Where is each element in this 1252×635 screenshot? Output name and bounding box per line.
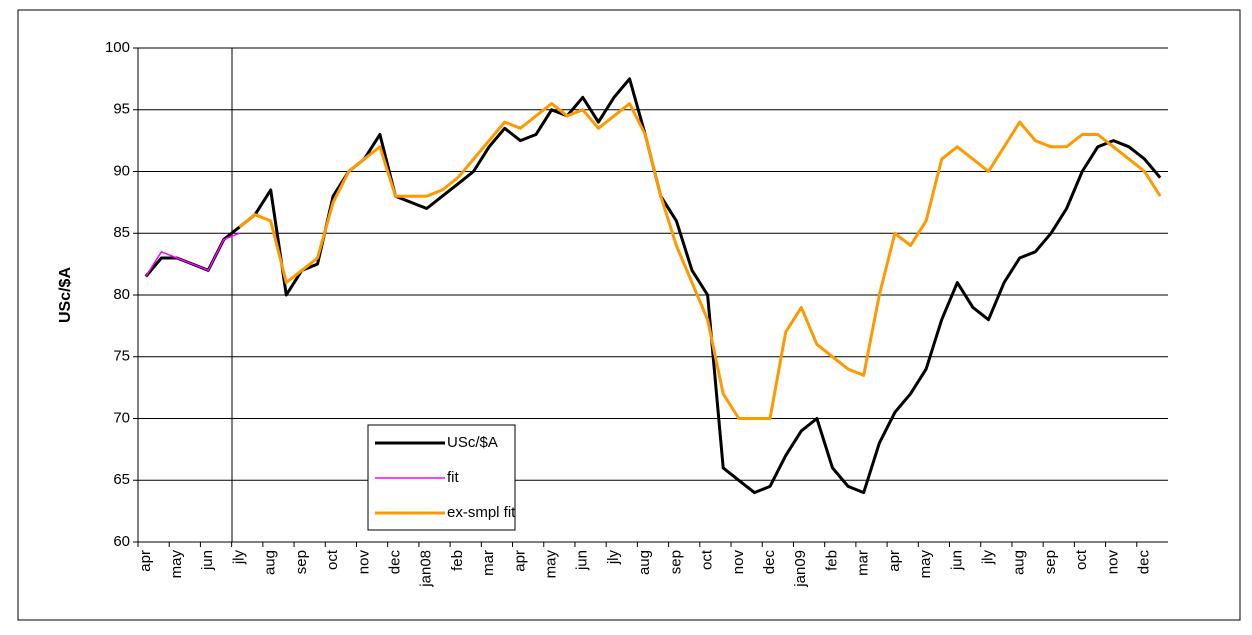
y-tick-label: 75 xyxy=(113,348,130,365)
x-tick-label: aug xyxy=(262,550,279,575)
y-tick-label: 60 xyxy=(113,533,130,550)
x-tick-label: dec xyxy=(761,550,778,575)
x-tick-label: may xyxy=(543,550,560,579)
legend-label: fit xyxy=(447,469,460,486)
x-tick-label: oct xyxy=(699,549,716,570)
y-tick-label: 100 xyxy=(105,39,130,56)
x-tick-label: jly xyxy=(979,550,996,566)
x-tick-label: mar xyxy=(480,550,497,576)
legend-label: USc/$A xyxy=(447,434,498,451)
x-tick-label: feb xyxy=(449,550,466,571)
x-tick-label: apr xyxy=(137,550,154,572)
y-tick-label: 70 xyxy=(113,409,130,426)
y-tick-label: 65 xyxy=(113,471,130,488)
chart-frame xyxy=(17,9,1241,621)
y-tick-label: 80 xyxy=(113,286,130,303)
x-tick-label: oct xyxy=(1073,549,1090,570)
x-tick-label: nov xyxy=(730,550,747,575)
x-tick-label: dec xyxy=(1136,550,1153,575)
series-line xyxy=(145,232,240,277)
y-tick-label: 85 xyxy=(113,224,130,241)
x-tick-label: sep xyxy=(293,550,310,574)
series-line xyxy=(238,102,1162,420)
x-tick-label: feb xyxy=(823,550,840,571)
x-tick-label: jun xyxy=(948,550,965,571)
x-tick-label: mar xyxy=(855,550,872,576)
legend-label: ex-smpl fit xyxy=(447,504,516,521)
x-tick-label: oct xyxy=(324,549,341,570)
x-tick-label: jun xyxy=(574,550,591,571)
x-tick-label: may xyxy=(917,550,934,579)
y-tick-label: 95 xyxy=(113,101,130,118)
y-tick-label: 90 xyxy=(113,162,130,179)
x-tick-label: jan08 xyxy=(418,550,435,588)
x-tick-label: jun xyxy=(199,550,216,571)
x-tick-label: aug xyxy=(636,550,653,575)
x-tick-label: aug xyxy=(1011,550,1028,575)
x-tick-label: jly xyxy=(605,550,622,566)
x-tick-label: sep xyxy=(667,550,684,574)
x-tick-label: jan09 xyxy=(792,550,809,588)
x-tick-label: jly xyxy=(230,550,247,566)
legend: USc/$A fit ex-smpl fit xyxy=(367,424,516,531)
x-tick-label: apr xyxy=(511,550,528,572)
x-tick-label: nov xyxy=(1104,550,1121,575)
x-tick-label: sep xyxy=(1042,550,1059,574)
x-tick-label: nov xyxy=(355,550,372,575)
y-axis-label: USc/$A xyxy=(57,267,74,323)
x-tick-label: apr xyxy=(886,550,903,572)
x-tick-label: may xyxy=(168,550,185,579)
x-tick-label: dec xyxy=(386,550,403,575)
